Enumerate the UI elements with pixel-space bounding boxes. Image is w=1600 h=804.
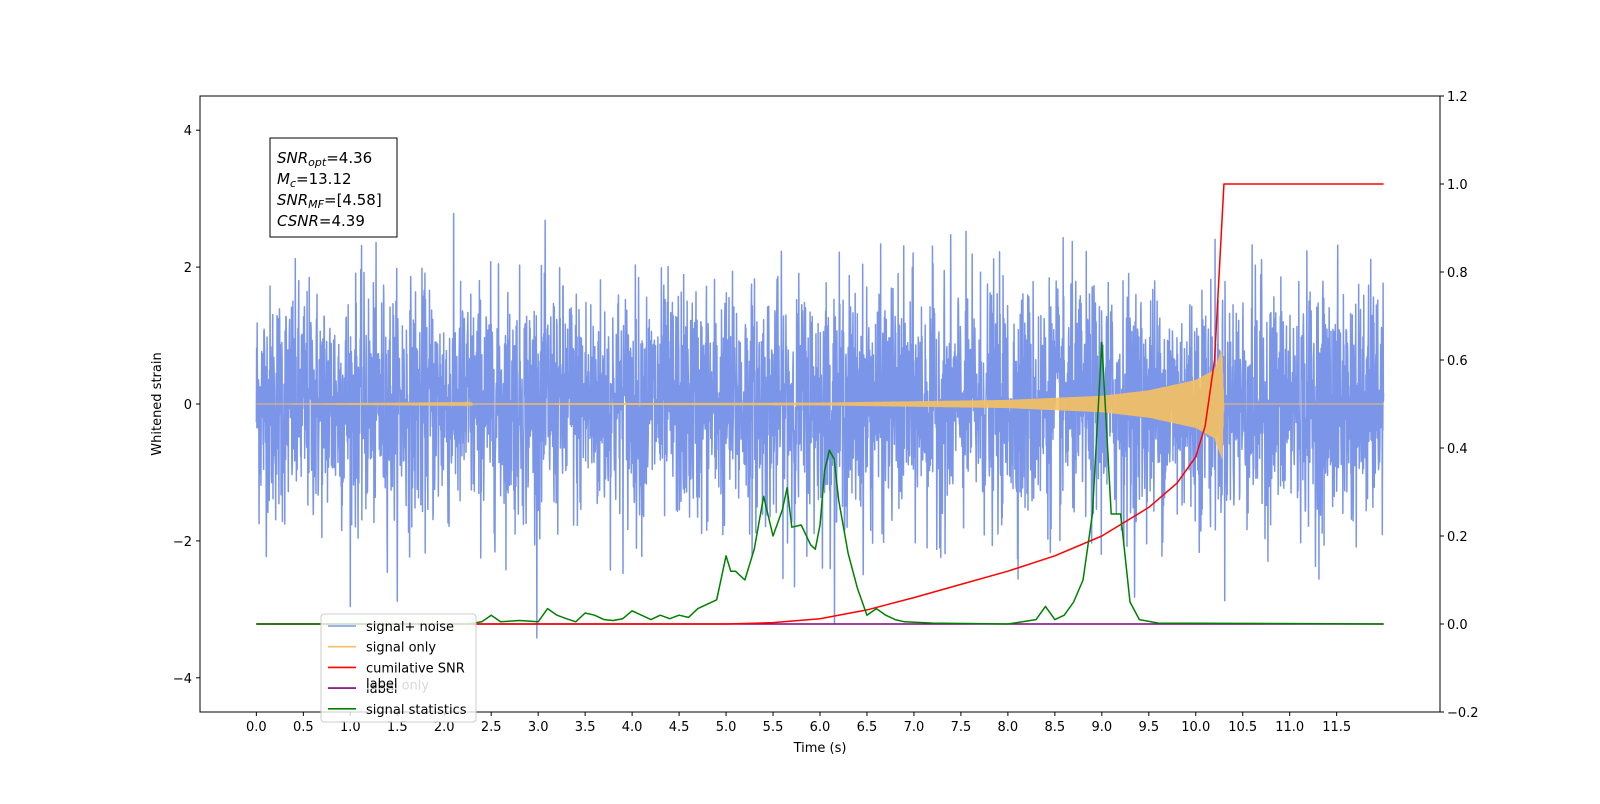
y-axis-left: −4 −2 0 2 4 (173, 124, 200, 687)
annotation-box (269, 137, 398, 238)
x-tick-label: 7.5 (951, 720, 972, 735)
y-axis-right: −0.2 0.0 0.2 0.4 0.6 0.8 1.0 1.2 (1440, 90, 1479, 721)
x-tick-label: 3.5 (575, 720, 596, 735)
annotation-value: =[4.58] (324, 191, 382, 209)
annotation-subscript: c (290, 177, 296, 190)
x-tick-label: 5.5 (763, 720, 784, 735)
annotation-symbol: SNR (277, 149, 308, 167)
annotation-line: Mc=13.12 (277, 170, 352, 190)
x-tick-label: 4.5 (669, 720, 690, 735)
annotation-subscript: MF (308, 198, 324, 211)
y2-tick-label: 1.2 (1447, 90, 1468, 105)
y-tick-label: 2 (184, 261, 192, 276)
series-signal-statistics-line (256, 341, 1384, 625)
x-axis-label: Time (s) (793, 741, 847, 756)
x-tick-label: 11.5 (1322, 720, 1351, 735)
legend-entry-cumulative-snr-text: cumilative SNR (366, 661, 465, 676)
legend-entry-signal-noise-text: signal+ noise (366, 620, 454, 635)
y-tick-label: 4 (184, 124, 192, 139)
annotation-line: CSNR=4.39 (277, 212, 365, 230)
x-tick-label: 9.0 (1091, 720, 1112, 735)
annotation-symbol: M (277, 170, 290, 188)
legend-entry-signal-only-text: signal only (366, 641, 436, 656)
y-tick-label: 0 (184, 398, 192, 413)
x-tick-label: 10.0 (1181, 720, 1210, 735)
x-tick-label: 5.0 (716, 720, 737, 735)
y-tick-label: −2 (173, 535, 192, 550)
legend-entry-label-only-text: label only (366, 678, 429, 693)
x-tick-label: 1.5 (387, 720, 408, 735)
annotation-value: =4.39 (319, 212, 365, 230)
x-tick-label: 6.5 (857, 720, 878, 735)
y2-tick-label: 1.0 (1447, 178, 1468, 193)
x-tick-label: 3.0 (528, 720, 549, 735)
x-tick-label: 2.5 (481, 720, 502, 735)
x-tick-label: 4.0 (622, 720, 643, 735)
series-cumulative-snr-line (256, 183, 1384, 625)
y2-tick-label: −0.2 (1447, 706, 1479, 721)
x-tick-label: 11.0 (1275, 720, 1304, 735)
x-axis: 0.0 0.5 1.0 1.5 2.0 2.5 3.0 3.5 4.0 4.5 5.0 5.5 6.0 6… (246, 712, 1351, 735)
x-tick-label: 6.0 (810, 720, 831, 735)
y2-tick-label: 0.4 (1447, 442, 1468, 457)
y2-tick-label: 0.8 (1447, 266, 1468, 281)
x-tick-label: 9.5 (1138, 720, 1159, 735)
x-tick-label: 8.0 (998, 720, 1019, 735)
legend-entry-label-text-overlay: label (366, 677, 397, 692)
y2-tick-label: 0.6 (1447, 354, 1468, 369)
y2-tick-label: 0.2 (1447, 530, 1468, 545)
annotation-symbol: CSNR (277, 212, 319, 230)
annotation-line: SNRMF=[4.58] (277, 191, 382, 211)
annotation-line: SNRopt=4.36 (277, 149, 372, 169)
y-tick-label: −4 (173, 672, 192, 687)
annotation-symbol: SNR (277, 191, 308, 209)
y-axis-label: Whitened strain (150, 352, 165, 455)
legend-frame (320, 613, 477, 723)
y2-tick-label: 0.0 (1447, 618, 1468, 633)
x-tick-label: 2.0 (434, 720, 455, 735)
x-tick-label: 8.5 (1045, 720, 1066, 735)
x-tick-label: 1.0 (340, 720, 361, 735)
annotation-value: =13.12 (296, 170, 352, 188)
annotation-value: =4.36 (326, 149, 372, 167)
series-signal-only-line (256, 349, 1384, 459)
legend-entry-signal-statistics-text: signal statistics (366, 703, 467, 718)
x-tick-label: 0.0 (246, 720, 267, 735)
legend-entry-label-text: label (366, 682, 397, 697)
annotation-subscript: opt (308, 156, 327, 169)
x-tick-label: 0.5 (293, 720, 314, 735)
x-tick-label: 10.5 (1228, 720, 1257, 735)
x-tick-label: 7.0 (904, 720, 925, 735)
